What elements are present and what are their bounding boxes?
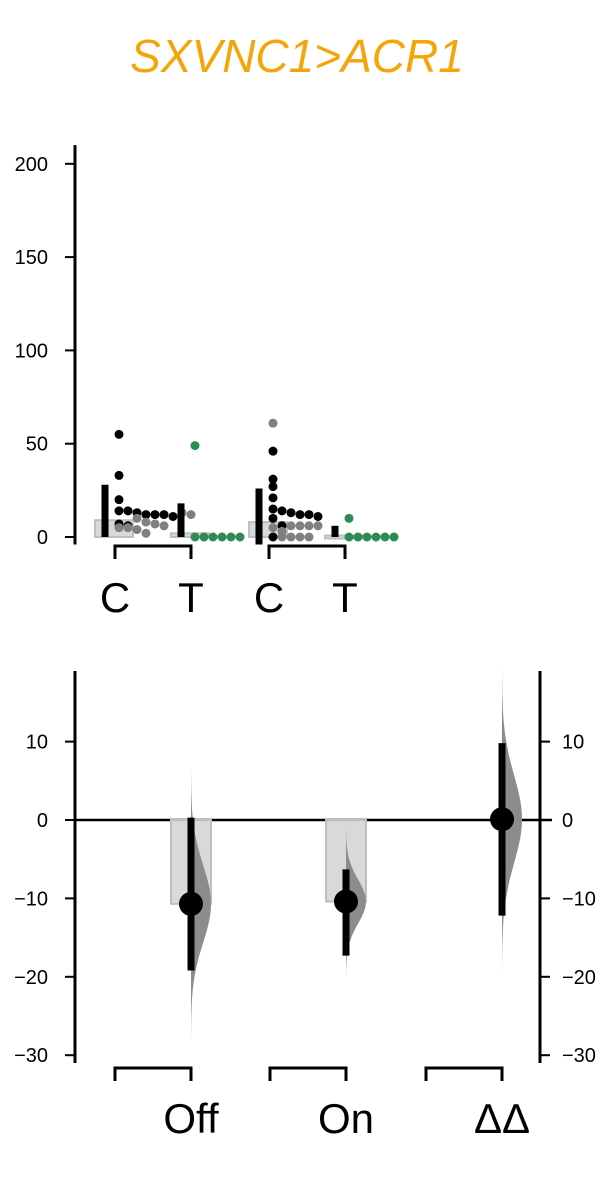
category-label: C [100,574,130,621]
y-tick-label-left: 0 [37,810,48,832]
data-point [277,506,287,516]
data-point [344,532,354,542]
data-point [286,508,296,518]
data-point [268,513,278,523]
y-tick-label-right: 10 [562,732,584,754]
data-point [304,510,314,520]
pair-bracket [424,1066,504,1081]
raw-data-panel: 0 50 100 150 200 C T C T [15,145,399,621]
y-tick-label: 150 [15,247,48,269]
data-point [295,510,305,520]
y-tick-label: 50 [26,434,48,456]
data-point [217,532,227,542]
data-point [226,532,236,542]
data-point [362,532,372,542]
chart-title: SXVNC1>ACR1 [130,30,464,82]
y-tick-label: 100 [15,340,48,362]
y-tick-label-left: −30 [14,1045,48,1067]
data-point [313,521,323,531]
data-point [114,506,124,516]
effect-label: On [318,1095,374,1142]
data-point [353,532,363,542]
data-point [277,532,287,542]
data-point [295,521,305,531]
data-point [268,532,278,542]
data-point [150,519,160,529]
y-tick-label-right: 0 [562,810,573,832]
category-label: T [332,574,358,621]
data-point [159,510,169,520]
data-point [268,482,278,492]
y-tick-label-left: −20 [14,967,48,989]
data-point [208,532,218,542]
data-point [344,513,354,523]
data-point [304,532,314,542]
data-point [389,532,399,542]
data-point [123,523,133,533]
effect-size-panel: −30 −20 −10 0 10 −30 −20 −10 0 10 Off On ΔΔ [14,643,596,1142]
y-tick-label-right: −20 [562,967,596,989]
category-label: T [178,574,204,621]
y-tick-label-left: 10 [26,732,48,754]
effect-label: ΔΔ [474,1095,530,1142]
pair-bracket [268,1066,348,1081]
pair-bracket [267,544,347,559]
data-point [132,513,142,523]
data-point [114,495,124,505]
data-point [123,506,133,516]
data-point [268,493,278,503]
data-point [141,517,151,527]
data-point [268,523,278,533]
data-point [141,528,151,538]
data-point [190,532,200,542]
data-point [235,532,245,542]
data-point [371,532,381,542]
effect-size-point [490,807,514,832]
data-point [295,532,305,542]
data-point [132,525,142,535]
data-point [114,523,124,533]
pair-bracket [113,544,193,559]
data-point [190,441,200,451]
data-point [268,474,278,484]
data-point [159,521,169,531]
y-tick-label: 200 [15,154,48,176]
data-point [199,532,209,542]
data-point [268,504,278,514]
effect-size-point [334,889,358,914]
data-point [380,532,390,542]
y-tick-label-right: −30 [562,1045,596,1067]
data-point [114,429,124,439]
y-tick-label: 0 [37,527,48,549]
effect-label: Off [163,1095,219,1142]
data-point [141,510,151,520]
y-tick-label-right: −10 [562,888,596,910]
data-point [268,418,278,428]
y-tick-label-left: −10 [14,888,48,910]
category-label: C [254,574,284,621]
data-point [168,511,178,521]
data-point [313,511,323,521]
effect-size-point [179,891,203,916]
data-point [286,521,296,531]
data-point [150,510,160,520]
data-point [304,521,314,531]
pair-bracket [113,1066,193,1081]
data-point [286,532,296,542]
data-point [268,446,278,456]
data-point [186,510,196,520]
data-point [114,470,124,480]
